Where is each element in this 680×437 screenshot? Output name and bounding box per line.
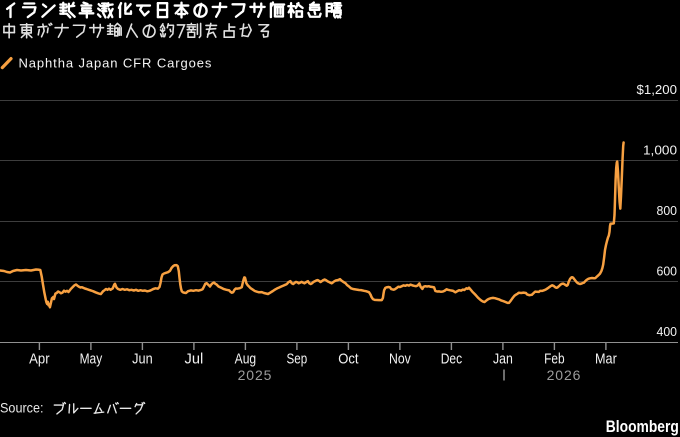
svg-text:400: 400 [657, 324, 678, 339]
svg-text:Nov: Nov [389, 352, 411, 368]
svg-text:2025: 2025 [238, 367, 273, 383]
svg-text:Naphtha Japan CFR Cargoes: Naphtha Japan CFR Cargoes [19, 56, 213, 71]
svg-text:1,000: 1,000 [643, 143, 677, 158]
svg-text:May: May [80, 352, 103, 368]
svg-text:Apr: Apr [29, 352, 50, 368]
svg-text:Aug: Aug [235, 352, 257, 368]
svg-text:$1,200: $1,200 [637, 82, 678, 97]
svg-text:Source:: Source: [0, 400, 44, 416]
svg-text:Bloomberg: Bloomberg [606, 418, 679, 436]
svg-text:Dec: Dec [441, 352, 462, 368]
svg-text:Mar: Mar [595, 352, 617, 368]
svg-text:Feb: Feb [544, 352, 565, 368]
svg-text:800: 800 [657, 203, 678, 218]
svg-text:Oct: Oct [338, 352, 358, 368]
svg-text:Sep: Sep [287, 352, 308, 368]
svg-text:2026: 2026 [547, 367, 582, 383]
svg-text:Jul: Jul [185, 352, 204, 368]
svg-text:Jan: Jan [493, 352, 513, 368]
svg-text:Jun: Jun [132, 352, 153, 368]
svg-text:600: 600 [657, 264, 678, 279]
